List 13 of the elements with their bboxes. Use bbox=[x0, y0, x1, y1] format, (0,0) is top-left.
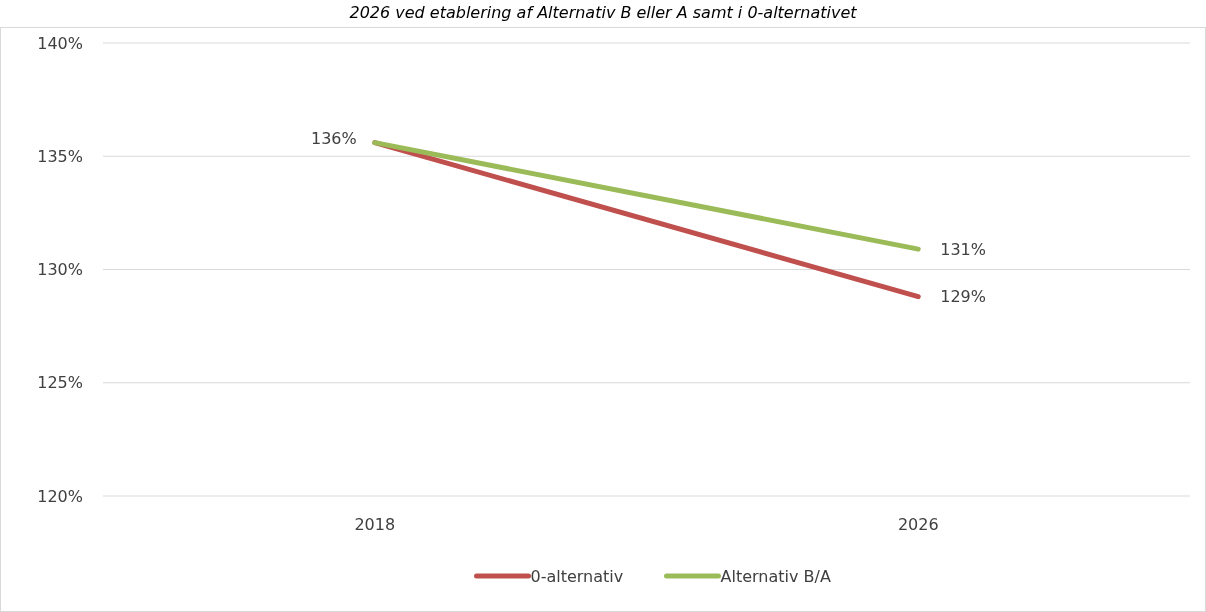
x-tick-label: 2018 bbox=[354, 515, 396, 534]
y-tick-label: 120% bbox=[37, 486, 83, 506]
y-tick-label: 125% bbox=[37, 373, 83, 393]
legend-label: Alternativ B/A bbox=[720, 566, 831, 586]
legend-label: 0-alternativ bbox=[530, 566, 624, 586]
data-label: 131% bbox=[940, 239, 986, 259]
data-label: 136% bbox=[311, 129, 357, 149]
x-tick-label: 2026 bbox=[897, 515, 939, 534]
chart-title: 2026 ved etablering af Alternativ B eller A samt i 0-alternativet bbox=[349, 3, 858, 22]
y-tick-label: 130% bbox=[37, 260, 83, 280]
y-tick-label: 140% bbox=[37, 33, 83, 53]
data-label: 129% bbox=[940, 287, 986, 307]
y-tick-label: 135% bbox=[37, 146, 83, 166]
